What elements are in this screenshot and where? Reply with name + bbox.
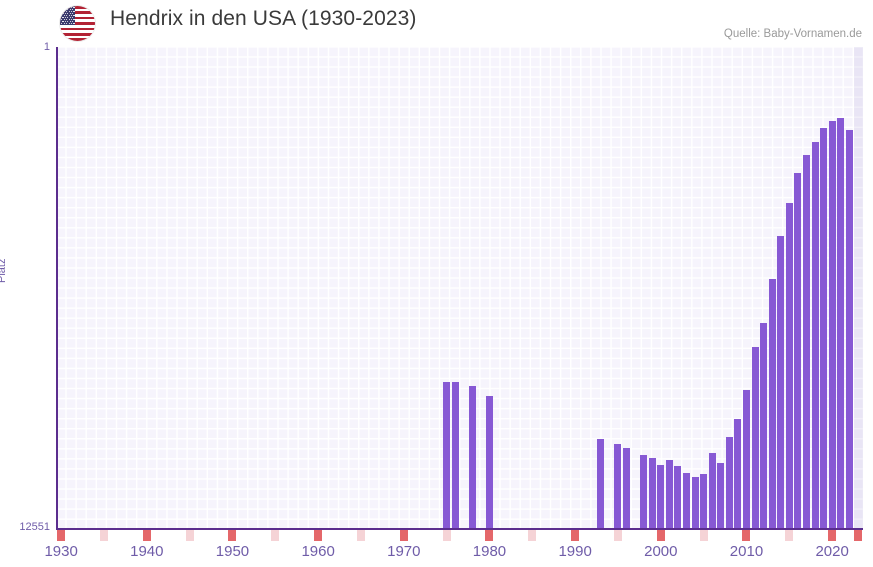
x-tick-label-2000: 2000: [644, 543, 678, 560]
x-tick-1930: [57, 530, 66, 541]
bar: [802, 155, 810, 529]
bar: [614, 443, 622, 529]
x-tick-1950: [228, 530, 237, 541]
x-tick-label-1940: 1940: [130, 543, 164, 560]
x-tick-1935: [99, 530, 108, 541]
bar: [443, 382, 451, 529]
bar: [648, 457, 656, 529]
x-tick-label-1990: 1990: [558, 543, 592, 560]
y-tick-label-bottom: 12551: [19, 521, 50, 533]
bar: [640, 455, 648, 529]
y-tick-label-top: 1: [43, 41, 50, 53]
x-tick-1945: [185, 530, 194, 541]
bar: [760, 322, 768, 529]
bar: [845, 129, 853, 529]
bar: [785, 203, 793, 529]
bar: [451, 382, 459, 529]
page-title: Hendrix in den USA (1930-2023): [110, 7, 417, 30]
us-flag-icon: [60, 6, 95, 41]
bar: [657, 464, 665, 529]
x-tick-1995: [613, 530, 622, 541]
x-tick-label-1930: 1930: [44, 543, 78, 560]
bar: [734, 419, 742, 529]
bar: [623, 447, 631, 529]
x-tick-1965: [356, 530, 365, 541]
x-tick-label-1970: 1970: [387, 543, 421, 560]
source-credit: Quelle: Baby-Vornamen.de: [723, 28, 862, 40]
forecast-shading: [853, 47, 863, 529]
bar: [794, 172, 802, 529]
x-tick-2005: [699, 530, 708, 541]
bar: [742, 389, 750, 529]
x-tick-2020: [828, 530, 837, 541]
bar: [725, 437, 733, 529]
x-tick-1960: [314, 530, 323, 541]
x-tick-label-2010: 2010: [729, 543, 764, 560]
x-tick-2023: [853, 530, 862, 541]
bar: [683, 472, 691, 529]
bar: [828, 121, 836, 529]
bar: [768, 278, 776, 529]
x-tick-2010: [742, 530, 751, 541]
y-axis-title: Platz: [0, 258, 8, 283]
bar-series: [56, 47, 863, 529]
bar: [691, 476, 699, 529]
x-tick-label-1950: 1950: [215, 543, 250, 560]
bar: [485, 396, 493, 529]
bar: [708, 452, 716, 529]
bar: [777, 235, 785, 529]
x-tick-1955: [271, 530, 280, 541]
x-tick-1980: [485, 530, 494, 541]
x-axis-line: [56, 528, 863, 530]
bar: [468, 386, 476, 529]
bar: [665, 460, 673, 529]
x-tick-1975: [442, 530, 451, 541]
bar: [717, 462, 725, 529]
x-tick-1985: [528, 530, 537, 541]
x-tick-label-1960: 1960: [301, 543, 335, 560]
bar: [674, 465, 682, 529]
bar: [837, 117, 845, 529]
x-tick-1940: [142, 530, 151, 541]
bar: [811, 141, 819, 529]
x-tick-label-2020: 2020: [815, 543, 849, 560]
x-tick-2015: [785, 530, 794, 541]
x-tick-2000: [656, 530, 665, 541]
x-tick-1970: [399, 530, 408, 541]
bar: [597, 439, 605, 529]
bar: [751, 346, 759, 529]
x-tick-label-1980: 1980: [472, 543, 507, 560]
chart-header: Hendrix in den USA (1930-2023) Quelle: B…: [0, 0, 873, 47]
bar: [820, 127, 828, 529]
bar: [700, 474, 708, 529]
plot-area: [56, 47, 863, 529]
y-axis-line: [56, 47, 58, 530]
x-tick-1990: [571, 530, 580, 541]
